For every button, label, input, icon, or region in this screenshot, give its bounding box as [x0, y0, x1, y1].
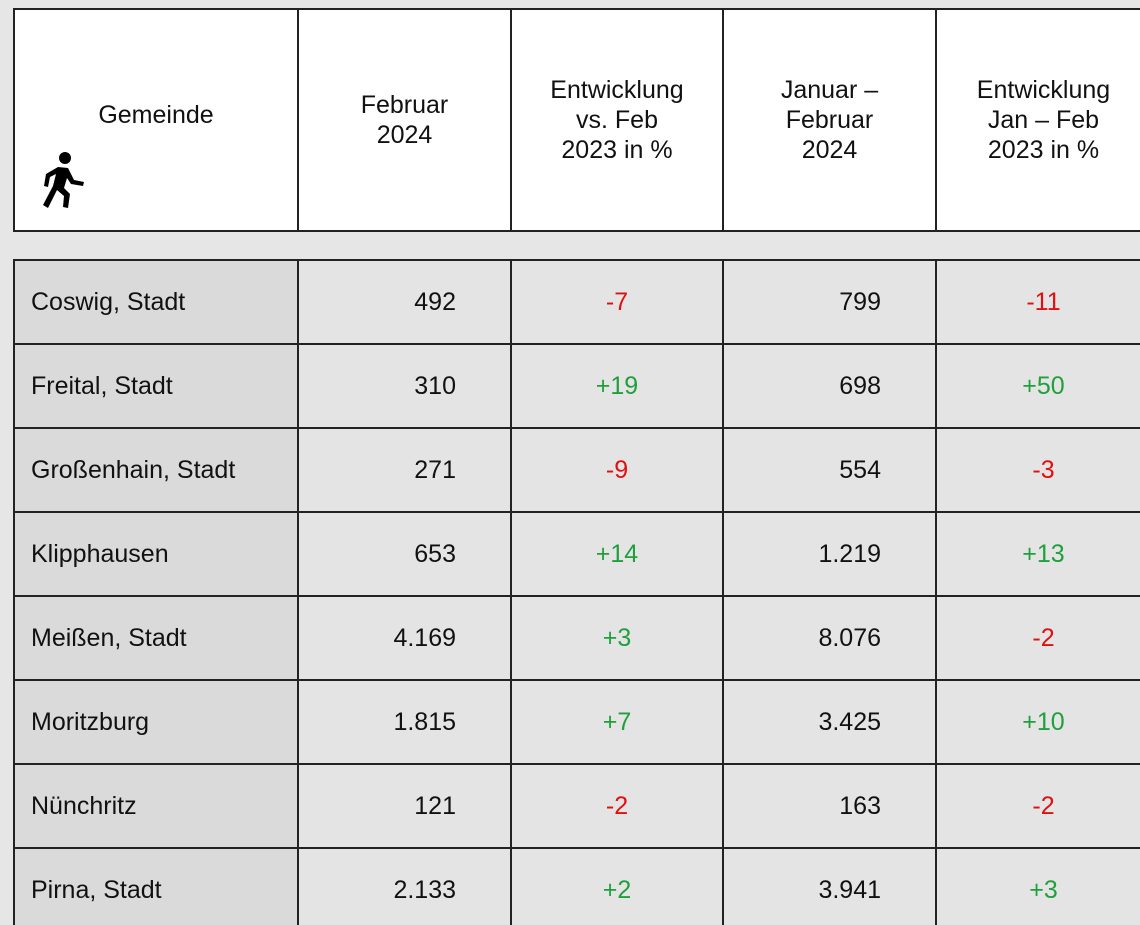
body-cell: 8.076	[722, 595, 937, 681]
header-text: 2023 in %	[561, 136, 673, 164]
cell-text: 163	[839, 791, 881, 820]
cell-text: -7	[605, 287, 629, 316]
cell-text: 653	[414, 539, 456, 568]
body-cell: 4.169	[297, 595, 512, 681]
cell-text: Moritzburg	[31, 707, 150, 736]
header-cell: Februar 2024	[297, 8, 512, 232]
cell-text: +7	[602, 707, 632, 736]
body-cell: -3	[935, 427, 1140, 513]
cell-text: +50	[1022, 371, 1065, 400]
cell-text: 271	[414, 455, 456, 484]
cell-text: +13	[1022, 539, 1065, 568]
body-cell: Meißen, Stadt	[13, 595, 299, 681]
header-text: Februar	[360, 91, 449, 119]
body-cell: Großenhain, Stadt	[13, 427, 299, 513]
body-cell: Coswig, Stadt	[13, 259, 299, 345]
body-cell: -2	[935, 595, 1140, 681]
body-cell: 271	[297, 427, 512, 513]
body-cell: +7	[510, 679, 724, 765]
cell-text: Großenhain, Stadt	[31, 455, 236, 484]
cell-text: Pirna, Stadt	[31, 875, 162, 904]
header-cell: Gemeinde	[13, 8, 299, 232]
body-cell: Nünchritz	[13, 763, 299, 849]
header-text: Gemeinde	[98, 101, 214, 129]
cell-text: -9	[605, 455, 629, 484]
body-cell: -7	[510, 259, 724, 345]
cell-text: 799	[839, 287, 881, 316]
header-text: Entwicklung	[550, 76, 684, 104]
body-cell: 492	[297, 259, 512, 345]
header-cell: Entwicklung Jan – Feb 2023 in %	[935, 8, 1140, 232]
cell-text: -11	[1026, 287, 1061, 316]
header-text: vs. Feb	[576, 106, 658, 134]
body-cell: -11	[935, 259, 1140, 345]
cell-text: +3	[602, 623, 632, 652]
cell-text: +2	[602, 875, 632, 904]
cell-text: 4.169	[393, 623, 456, 652]
cell-text: Coswig, Stadt	[31, 287, 186, 316]
cell-text: Klipphausen	[31, 539, 169, 568]
cell-text: 554	[839, 455, 881, 484]
header-text: 2023 in %	[987, 136, 1100, 164]
body-cell: 163	[722, 763, 937, 849]
body-cell: +14	[510, 511, 724, 597]
body-cell: -2	[935, 763, 1140, 849]
header-text: Februar	[785, 106, 874, 134]
body-cell: Pirna, Stadt	[13, 847, 299, 925]
cell-text: 698	[839, 371, 881, 400]
walking-icon	[43, 152, 84, 208]
body-cell: +10	[935, 679, 1140, 765]
cell-text: 310	[414, 371, 456, 400]
cell-text: -3	[1032, 455, 1055, 484]
body-cell: +50	[935, 343, 1140, 429]
header-text: 2024	[376, 121, 433, 149]
cell-text: -2	[605, 791, 629, 820]
header-cell: Entwicklung vs. Feb 2023 in %	[510, 8, 724, 232]
body-cell: 554	[722, 427, 937, 513]
body-cell: +19	[510, 343, 724, 429]
header-text: Januar –	[780, 76, 879, 104]
cell-text: -2	[1032, 791, 1055, 820]
body-cell: 121	[297, 763, 512, 849]
body-cell: Klipphausen	[13, 511, 299, 597]
header-text: Entwicklung	[976, 76, 1111, 104]
cell-text: 8.076	[818, 623, 881, 652]
cell-text: 3.425	[818, 707, 881, 736]
cell-text: +3	[1029, 875, 1058, 904]
body-cell: 3.425	[722, 679, 937, 765]
cell-text: 2.133	[393, 875, 456, 904]
cell-text: Nünchritz	[31, 791, 137, 820]
body-cell: +13	[935, 511, 1140, 597]
cell-text: +10	[1022, 707, 1065, 736]
body-cell: +3	[510, 595, 724, 681]
body-cell: 3.941	[722, 847, 937, 925]
body-cell: Moritzburg	[13, 679, 299, 765]
body-cell: 698	[722, 343, 937, 429]
cell-text: -2	[1032, 623, 1055, 652]
body-cell: 799	[722, 259, 937, 345]
body-cell: -9	[510, 427, 724, 513]
cell-text: +19	[595, 371, 639, 400]
cell-text: 492	[414, 287, 456, 316]
header-cell: Januar – Februar 2024	[722, 8, 937, 232]
cell-text: 1.815	[393, 707, 456, 736]
cell-text: 121	[414, 791, 456, 820]
header-text: Jan – Feb	[987, 106, 1100, 134]
cell-text: 3.941	[818, 875, 881, 904]
body-cell: +2	[510, 847, 724, 925]
body-cell: +3	[935, 847, 1140, 925]
cell-text: Freital, Stadt	[31, 371, 173, 400]
body-cell: Freital, Stadt	[13, 343, 299, 429]
body-cell: 653	[297, 511, 512, 597]
cell-text: 1.219	[818, 539, 881, 568]
header-text: 2024	[801, 136, 858, 164]
body-cell: 310	[297, 343, 512, 429]
body-cell: -2	[510, 763, 724, 849]
body-cell: 2.133	[297, 847, 512, 925]
body-cell: 1.815	[297, 679, 512, 765]
cell-text: +14	[595, 539, 639, 568]
cell-text: Meißen, Stadt	[31, 623, 187, 652]
body-cell: 1.219	[722, 511, 937, 597]
